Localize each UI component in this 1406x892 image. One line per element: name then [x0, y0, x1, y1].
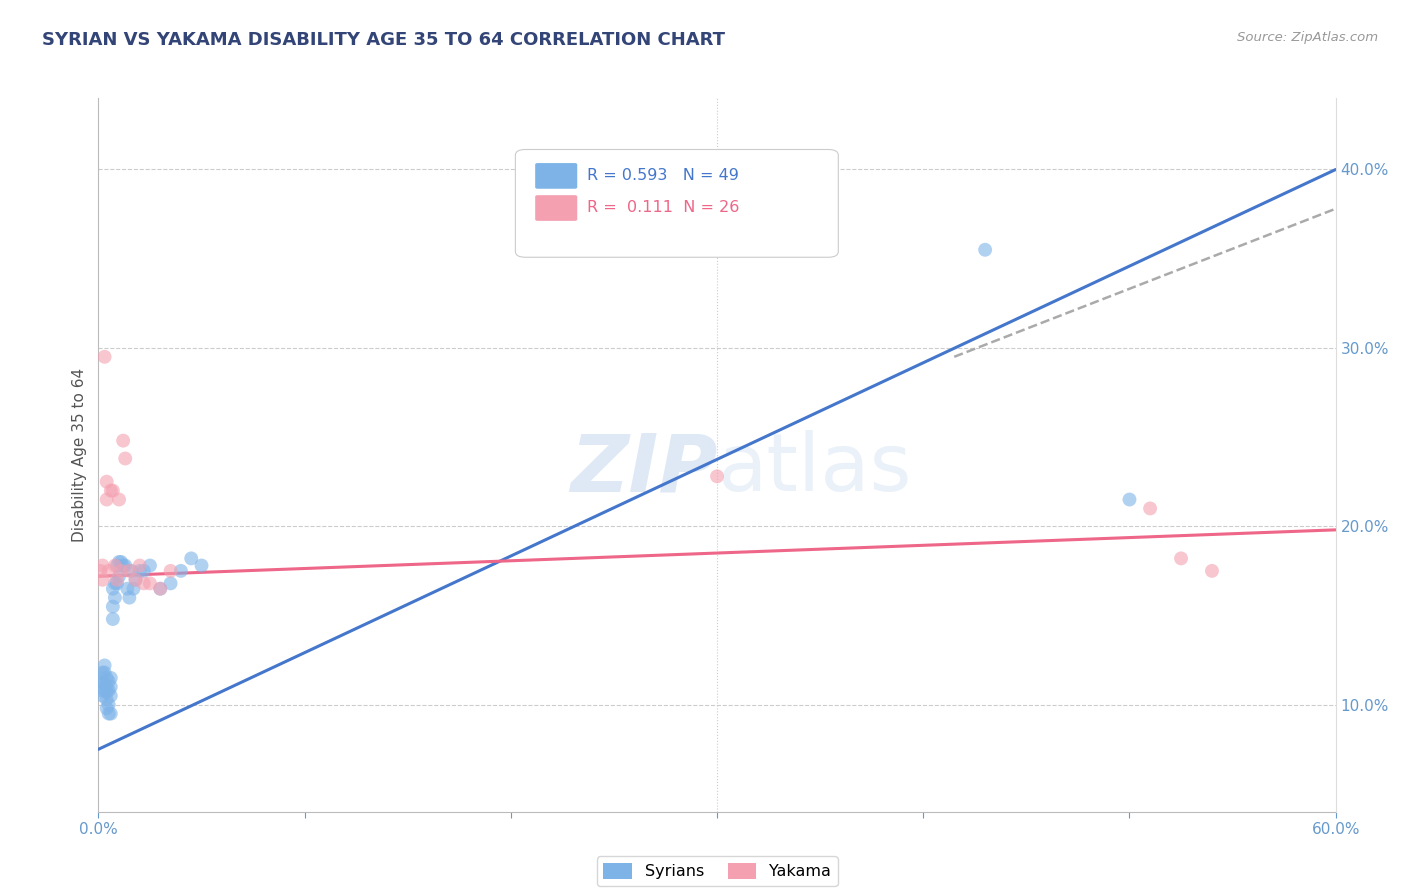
Point: [108, 492, 131, 507]
Point: [149, 582, 172, 596]
Point: [114, 451, 136, 466]
Point: [110, 555, 132, 569]
Point: [105, 558, 128, 573]
Point: [91, 665, 114, 680]
Point: [974, 243, 997, 257]
Point: [91, 573, 114, 587]
Point: [97, 683, 120, 698]
Point: [128, 564, 150, 578]
Point: [124, 573, 146, 587]
Point: [91, 689, 114, 703]
Point: [100, 680, 122, 694]
Point: [139, 576, 162, 591]
Point: [112, 558, 135, 573]
Point: [122, 582, 145, 596]
Point: [139, 558, 162, 573]
Point: [96, 680, 118, 694]
Point: [104, 576, 127, 591]
Point: [170, 564, 193, 578]
Point: [101, 599, 124, 614]
Point: [104, 558, 127, 573]
Y-axis label: Disability Age 35 to 64: Disability Age 35 to 64: [72, 368, 87, 542]
Text: SYRIAN VS YAKAMA DISABILITY AGE 35 TO 64 CORRELATION CHART: SYRIAN VS YAKAMA DISABILITY AGE 35 TO 64…: [42, 31, 725, 49]
Point: [132, 576, 155, 591]
Point: [93, 350, 115, 364]
Text: R =  0.111  N = 26: R = 0.111 N = 26: [588, 200, 740, 215]
Point: [1118, 492, 1140, 507]
Point: [117, 582, 139, 596]
Point: [100, 689, 122, 703]
Point: [93, 665, 115, 680]
Point: [93, 658, 115, 673]
Point: [89, 683, 111, 698]
Point: [112, 434, 135, 448]
Point: [93, 676, 115, 690]
Text: atlas: atlas: [717, 430, 911, 508]
Point: [159, 564, 181, 578]
Text: ZIP: ZIP: [569, 430, 717, 508]
Point: [91, 676, 114, 690]
Point: [120, 564, 142, 578]
FancyBboxPatch shape: [536, 163, 578, 189]
Point: [118, 591, 141, 605]
Point: [101, 483, 124, 498]
Point: [96, 685, 118, 699]
Point: [128, 558, 150, 573]
Point: [108, 555, 131, 569]
Point: [96, 701, 118, 715]
Point: [124, 573, 146, 587]
Point: [1170, 551, 1192, 566]
Point: [97, 564, 120, 578]
FancyBboxPatch shape: [536, 195, 578, 221]
Point: [93, 683, 115, 698]
Point: [110, 564, 132, 578]
Point: [114, 558, 136, 573]
Point: [706, 469, 728, 483]
Point: [118, 564, 141, 578]
Point: [97, 706, 120, 721]
Point: [132, 564, 155, 578]
Point: [159, 576, 181, 591]
Point: [96, 475, 118, 489]
Point: [91, 558, 114, 573]
Point: [105, 573, 128, 587]
Point: [89, 671, 111, 685]
Point: [101, 612, 124, 626]
Point: [100, 483, 122, 498]
Point: [96, 692, 118, 706]
Point: [96, 671, 118, 685]
Point: [100, 706, 122, 721]
Point: [105, 576, 128, 591]
Point: [180, 551, 202, 566]
Point: [97, 674, 120, 689]
Point: [190, 558, 212, 573]
Point: [100, 671, 122, 685]
Point: [97, 698, 120, 712]
Point: [104, 591, 127, 605]
Point: [89, 564, 111, 578]
Point: [1201, 564, 1223, 578]
Point: [96, 492, 118, 507]
Text: R = 0.593   N = 49: R = 0.593 N = 49: [588, 168, 740, 183]
Legend: Syrians, Yakama: Syrians, Yakama: [596, 856, 838, 886]
Point: [108, 569, 131, 583]
Text: Source: ZipAtlas.com: Source: ZipAtlas.com: [1237, 31, 1378, 45]
Point: [101, 582, 124, 596]
Point: [149, 582, 172, 596]
Point: [1139, 501, 1161, 516]
FancyBboxPatch shape: [516, 150, 838, 257]
